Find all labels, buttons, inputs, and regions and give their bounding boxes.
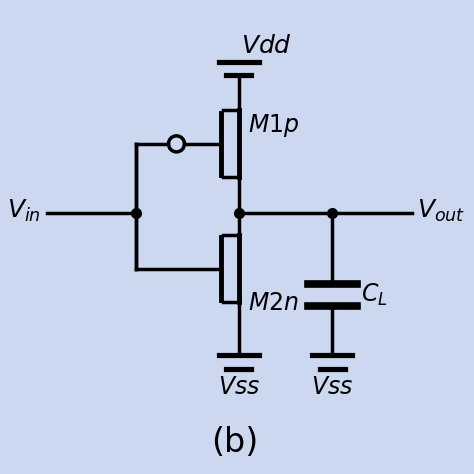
Text: $M1p$: $M1p$ (248, 112, 299, 139)
Text: $V_{in}$: $V_{in}$ (7, 198, 41, 224)
Text: $Vdd$: $Vdd$ (241, 34, 292, 58)
Text: $V_{out}$: $V_{out}$ (417, 198, 465, 224)
Text: $C_L$: $C_L$ (361, 282, 388, 309)
Text: $Vss$: $Vss$ (218, 375, 260, 400)
Text: $Vss$: $Vss$ (311, 375, 354, 400)
Text: (b): (b) (211, 426, 258, 459)
Text: $M2n$: $M2n$ (248, 291, 299, 315)
